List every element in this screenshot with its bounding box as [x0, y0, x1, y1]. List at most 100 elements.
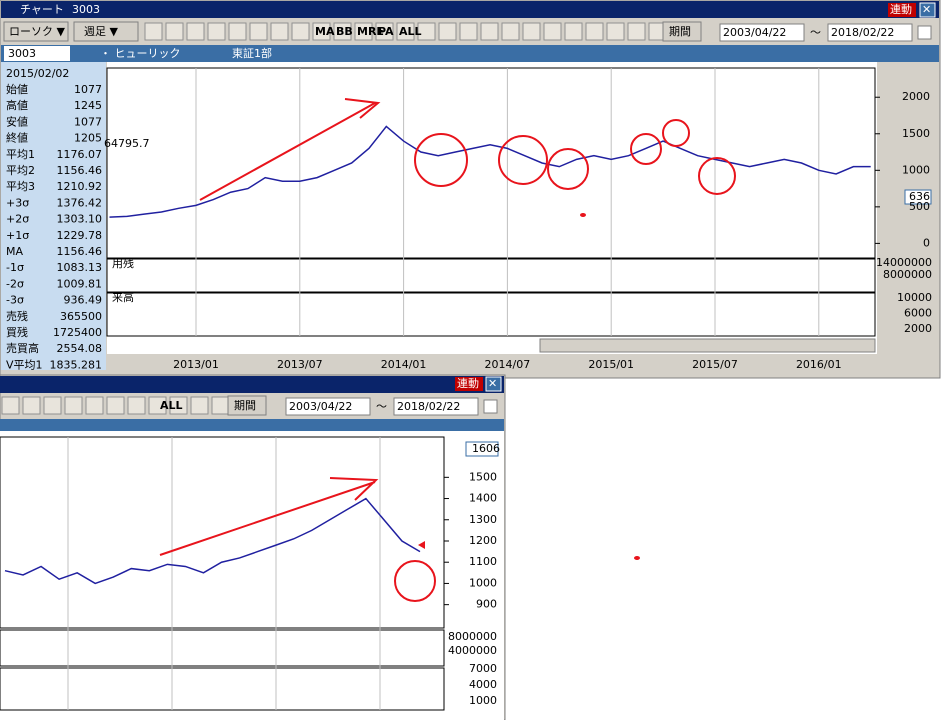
y-tick-label: 900: [476, 598, 497, 611]
sub-range-button[interactable]: [227, 395, 267, 416]
x-tick-label: 2016/01: [796, 358, 842, 371]
link-button[interactable]: [888, 3, 916, 17]
info-value: 936.49: [64, 294, 103, 307]
info-date: 2015/02/02: [6, 67, 69, 80]
sub-price-marker-label: 1606: [472, 442, 500, 455]
info-value: 1245: [74, 99, 102, 112]
range-button[interactable]: [662, 21, 702, 42]
volume-panel: [106, 292, 876, 337]
annotation-arrow: [199, 98, 381, 201]
sub-price-panel: [0, 436, 445, 629]
tool-icon: [585, 22, 604, 41]
x-tick-label: 2013/01: [173, 358, 219, 371]
annotation-marker: [418, 541, 425, 549]
y-tick-label: 1100: [469, 555, 497, 568]
indicator-tick-label: 6000: [904, 307, 932, 320]
info-value: 1077: [74, 83, 102, 96]
tool-icon: [85, 396, 104, 415]
tool-icon: [1, 396, 20, 415]
date-to: 2018/02/22: [831, 26, 894, 39]
info-value: 1210.92: [57, 180, 103, 193]
y-tick-label: 500: [909, 200, 930, 213]
checkbox[interactable]: [917, 25, 932, 40]
tool-icon: [127, 396, 146, 415]
sub-toolbar-icons: ALL: [1, 396, 230, 415]
tool-icon: [333, 22, 352, 41]
tool-icon: [543, 22, 562, 41]
tool-icon: [396, 22, 415, 41]
info-label: 終値: [6, 131, 28, 145]
info-label: -2σ: [6, 277, 24, 290]
tool-icon: [459, 22, 478, 41]
tool-icon: [186, 22, 205, 41]
window-title: チャート: [20, 3, 64, 16]
price-marker: [904, 189, 932, 205]
cursor-value: 64795.7: [104, 137, 150, 150]
tool-icon: [22, 396, 41, 415]
tool-icon: [480, 22, 499, 41]
info-label: V平均1: [6, 358, 43, 371]
sub-link-button[interactable]: [455, 377, 483, 391]
chart-area: [107, 62, 877, 354]
sub-date-sep: ～: [376, 400, 387, 413]
chart-type-select[interactable]: [3, 21, 69, 42]
indicator-tick-label: 4000: [469, 678, 497, 691]
date-to-field[interactable]: [827, 23, 913, 42]
annotation-circle: [547, 148, 589, 190]
y-tick-label: 1300: [469, 513, 497, 526]
sub-date-from-field[interactable]: [285, 397, 371, 416]
info-label: 高値: [6, 98, 28, 112]
y-tick-label: 0: [923, 236, 930, 249]
info-label: +1σ: [6, 229, 29, 242]
sub-date-from: 2003/04/22: [289, 400, 352, 413]
annotation-dot: [580, 213, 586, 217]
tool-icon: [522, 22, 541, 41]
info-label: 買残: [6, 325, 28, 339]
tool-icon: [249, 22, 268, 41]
price-line: [4, 497, 421, 585]
close-x: ✕: [922, 3, 931, 16]
range-label: 期間: [669, 25, 691, 38]
annotation-circle: [662, 119, 690, 147]
info-value: 1205: [74, 132, 102, 145]
date-from-field[interactable]: [719, 23, 805, 42]
tool-icon: [207, 22, 226, 41]
x-tick-label: 2015/07: [692, 358, 738, 371]
info-label: 平均2: [6, 164, 35, 177]
company: ・ ヒューリック: [100, 47, 181, 60]
tool-icon: [106, 396, 125, 415]
sub-date-to-field[interactable]: [393, 397, 479, 416]
info-strip: [1, 45, 939, 62]
period-select[interactable]: [73, 21, 139, 42]
tool-icon-label: ALL: [160, 399, 183, 412]
annotation-dot: [634, 556, 640, 560]
code: 3003: [8, 47, 36, 60]
tool-icon: [501, 22, 520, 41]
tool-icon: [190, 396, 209, 415]
tool-icon: [417, 22, 436, 41]
tool-icon-label: ALL: [399, 25, 422, 38]
tool-icon-label: PA: [378, 25, 394, 38]
sub-close-button[interactable]: [485, 376, 502, 392]
sub-checkbox[interactable]: [483, 399, 498, 414]
tool-icon: [64, 396, 83, 415]
info-value: 1077: [74, 115, 102, 128]
title-bar: [1, 1, 939, 18]
annotation-circle: [630, 133, 662, 165]
link-label: 連動: [890, 2, 912, 16]
x-tick-label: 2014/07: [485, 358, 531, 371]
sub-range-label: 期間: [234, 399, 256, 412]
info-value: 1303.10: [57, 213, 103, 226]
tool-icon-label: BB: [336, 25, 353, 38]
info-label: 始値: [6, 82, 28, 96]
x-tick-label: 2013/07: [277, 358, 323, 371]
tool-icon: [438, 22, 457, 41]
scrollbar[interactable]: [539, 338, 876, 353]
date-from: 2003/04/22: [723, 26, 786, 39]
indicator-tick-label: 4000000: [448, 644, 497, 657]
code-field[interactable]: [4, 46, 70, 61]
annotation-circle: [698, 157, 736, 195]
close-button[interactable]: [919, 2, 936, 18]
margin-panel: [106, 258, 876, 293]
annotation-circle: [394, 560, 436, 602]
